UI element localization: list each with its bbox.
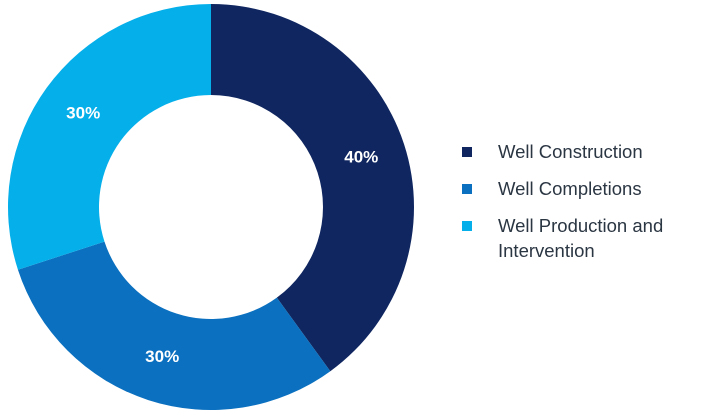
- donut-slice-well-production-and-intervention: [7, 4, 211, 270]
- legend-label-well-construction: Well Construction: [498, 141, 643, 162]
- slice-labels-group: 40% 30% 30%: [66, 104, 378, 366]
- legend-item-well-completions: Well Completions: [462, 176, 713, 201]
- data-label-well-completions: 30%: [145, 347, 179, 366]
- chart-legend: Well Construction Well Completions Well …: [462, 139, 713, 275]
- donut-slice-well-completions: [17, 241, 331, 411]
- legend-swatch-well-completions: [462, 184, 472, 194]
- data-label-well-production-and-intervention: 30%: [66, 104, 100, 123]
- legend-item-well-construction: Well Construction: [462, 139, 713, 164]
- legend-item-well-production-and-intervention: Well Production and Intervention: [462, 213, 713, 263]
- donut-slice-well-construction: [211, 4, 414, 372]
- legend-swatch-well-construction: [462, 147, 472, 157]
- data-label-well-construction: 40%: [344, 148, 378, 167]
- legend-label-well-production-and-intervention: Well Production and Intervention: [498, 215, 664, 261]
- legend-label-well-completions: Well Completions: [498, 178, 642, 199]
- legend-swatch-well-production-and-intervention: [462, 221, 472, 231]
- slices-group: [7, 4, 414, 411]
